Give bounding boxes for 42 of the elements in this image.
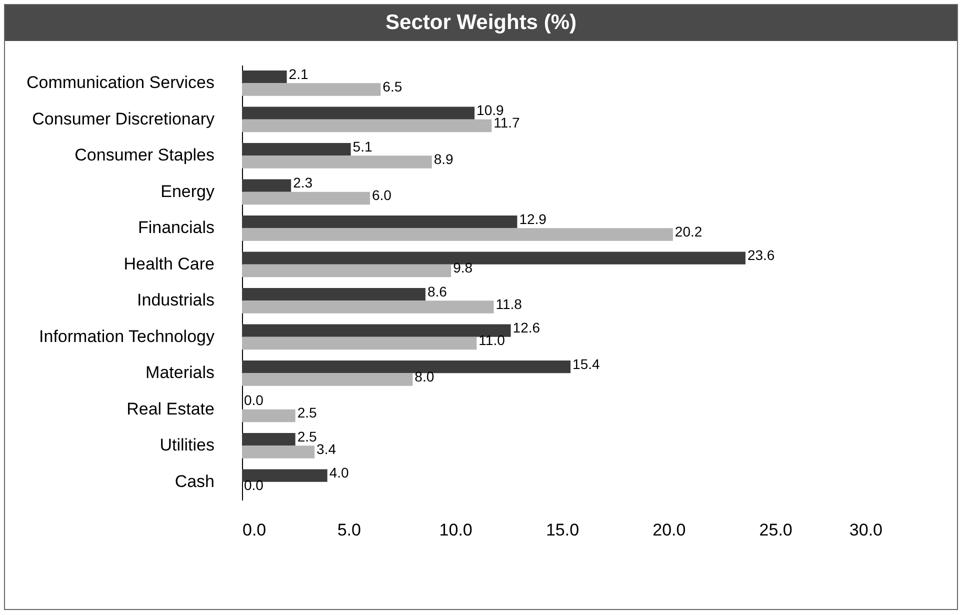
x-tick-label: 30.0 (849, 520, 882, 540)
x-tick-label: 5.0 (337, 520, 361, 540)
y-tick-label: Cash (174, 472, 214, 491)
data-label: 23.6 (747, 247, 775, 264)
data-label: 0.0 (244, 477, 264, 494)
data-label: 8.0 (414, 368, 434, 384)
data-label: 5.1 (352, 138, 372, 154)
y-tick-label: Energy (160, 182, 215, 201)
data-label: 6.0 (372, 187, 392, 204)
data-label: 2.1 (288, 66, 308, 82)
y-tick-label: Industrials (137, 290, 214, 310)
y-tick-label: Consumer Discretionary (32, 109, 215, 128)
data-label: 2.5 (297, 404, 318, 421)
data-label: 15.4 (572, 356, 600, 372)
y-tick-label: Financials (138, 218, 214, 238)
data-label: 6.5 (382, 78, 402, 94)
y-tick-label: Utilities (160, 436, 214, 455)
y-tick-label: Health Care (124, 254, 214, 274)
data-label: 11.8 (496, 296, 522, 312)
x-tick-label: 15.0 (546, 520, 580, 540)
data-label: 12.6 (512, 320, 540, 336)
data-label: 4.0 (329, 464, 350, 481)
data-label: 0.0 (244, 392, 264, 408)
y-tick-label: Communication Services (26, 73, 214, 92)
x-tick-label: 20.0 (652, 520, 686, 540)
y-tick-label: Materials (146, 363, 214, 382)
x-tick-label: 10.0 (439, 520, 472, 540)
data-label: 9.8 (453, 260, 473, 276)
data-label: 20.2 (674, 223, 702, 240)
chart-title: Sector Weights (%) (5, 5, 957, 41)
y-tick-label: Consumer Staples (74, 146, 214, 165)
data-label: 2.3 (293, 174, 313, 191)
x-tick-label: 25.0 (759, 520, 792, 540)
data-label: 11.0 (478, 332, 506, 348)
data-label: 12.9 (519, 210, 547, 227)
data-label: 2.5 (297, 428, 318, 444)
x-tick-label: 0.0 (242, 520, 266, 540)
data-label: 8.6 (427, 283, 448, 300)
y-tick-label: Information Technology (39, 326, 215, 346)
data-label: 8.9 (434, 150, 454, 167)
data-label: 3.4 (316, 440, 336, 457)
y-tick-label: Real Estate (126, 399, 214, 418)
